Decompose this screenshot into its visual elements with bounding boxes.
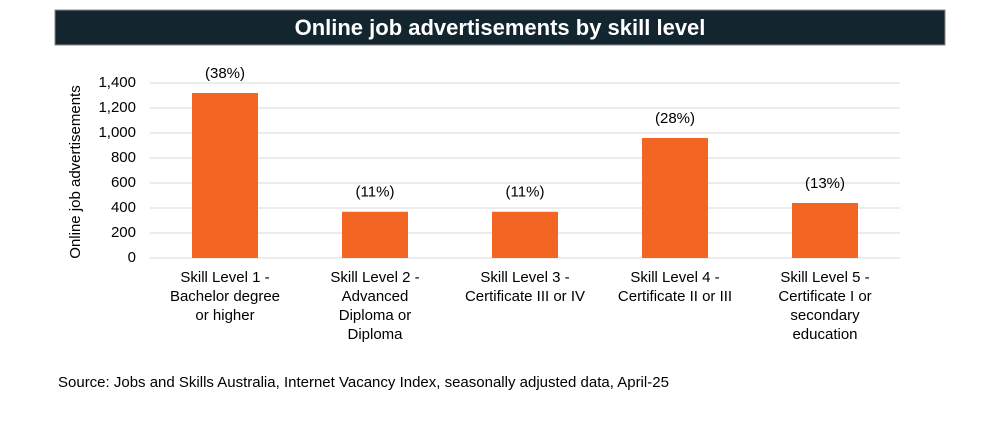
x-tick-label: secondary: [790, 307, 860, 324]
y-tick-label: 800: [111, 149, 136, 166]
x-tick-label: Bachelor degree: [170, 288, 280, 305]
x-tick-label: education: [792, 326, 857, 343]
x-tick-label: Skill Level 3 -: [480, 269, 569, 286]
x-tick-label: Certificate III or IV: [465, 288, 585, 305]
share-label: (28%): [655, 110, 695, 127]
x-tick-label: or higher: [195, 307, 254, 324]
bar: [792, 203, 858, 258]
x-tick-label: Diploma or: [339, 307, 412, 324]
y-tick-label: 1,200: [98, 99, 136, 116]
bar: [492, 211, 558, 258]
chart-title: Online job advertisements by skill level: [295, 15, 706, 40]
x-tick-label: Diploma: [347, 326, 403, 343]
x-tick-label: Skill Level 1 -: [180, 269, 269, 286]
y-tick-label: 1,000: [98, 124, 136, 141]
bar: [342, 211, 408, 258]
bar: [642, 138, 708, 258]
share-label: (13%): [805, 175, 845, 192]
x-tick-label: Skill Level 4 -: [630, 269, 719, 286]
share-label: (11%): [506, 184, 545, 201]
x-tick-label: Certificate II or III: [618, 288, 732, 305]
title-bar: [54, 9, 946, 46]
x-tick-label: Certificate I or: [778, 288, 871, 305]
y-tick-label: 0: [128, 249, 136, 266]
y-axis-label: Online job advertisements: [67, 85, 84, 258]
y-tick-label: 400: [111, 199, 136, 216]
share-label: (11%): [356, 184, 395, 201]
bar: [192, 93, 258, 258]
x-tick-label: Advanced: [342, 288, 409, 305]
source-note: Source: Jobs and Skills Australia, Inter…: [58, 374, 669, 391]
y-tick-label: 1,400: [98, 74, 136, 91]
y-tick-label: 200: [111, 224, 136, 241]
share-label: (38%): [205, 65, 245, 82]
x-tick-label: Skill Level 2 -: [330, 269, 419, 286]
x-tick-label: Skill Level 5 -: [780, 269, 869, 286]
y-tick-label: 600: [111, 174, 136, 191]
